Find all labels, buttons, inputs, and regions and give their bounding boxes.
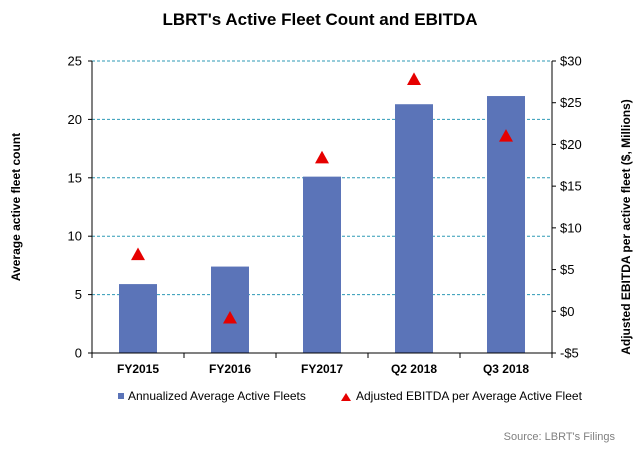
axes	[91, 61, 553, 358]
category-label: Q2 2018	[391, 362, 437, 376]
right-tick-label: $10	[560, 220, 582, 235]
legend: Annualized Average Active Fleets Adjuste…	[118, 389, 583, 403]
right-axis-ticks: -$5 $0 $5 $10 $15 $20 $25 $30	[552, 54, 582, 361]
bar	[395, 104, 433, 353]
legend-triangle-icon	[341, 393, 351, 401]
right-axis-title: Adjusted EBITDA per active fleet ($, Mil…	[619, 99, 633, 355]
triangle-marker	[407, 72, 421, 85]
category-label: FY2015	[117, 362, 159, 376]
right-tick-label: $25	[560, 95, 582, 110]
legend-triangle-label: Adjusted EBITDA per Average Active Fleet	[356, 389, 583, 403]
right-tick-label: $20	[560, 137, 582, 152]
bar	[211, 266, 249, 353]
right-tick-label: $15	[560, 179, 582, 194]
left-tick-label: 0	[75, 346, 82, 361]
bar	[303, 176, 341, 353]
category-label: FY2016	[209, 362, 251, 376]
left-tick-label: 5	[75, 287, 82, 302]
left-axis-title: Average active fleet count	[9, 133, 23, 281]
left-axis-ticks: 0 5 10 15 20 25	[68, 54, 92, 361]
source-note: Source: LBRT's Filings	[504, 431, 616, 443]
right-tick-label: $5	[560, 262, 574, 277]
left-tick-label: 25	[68, 54, 82, 69]
right-tick-label: -$5	[560, 346, 579, 361]
triangle-marker	[499, 129, 513, 142]
chart-title: LBRT's Active Fleet Count and EBITDA	[162, 10, 477, 29]
category-label: FY2017	[301, 362, 343, 376]
triangle-markers	[131, 72, 513, 324]
bar	[119, 284, 157, 353]
bars	[119, 96, 525, 353]
right-tick-label: $0	[560, 304, 574, 319]
category-label: Q3 2018	[483, 362, 529, 376]
triangle-marker	[131, 247, 145, 261]
triangle-marker	[223, 310, 237, 324]
left-tick-label: 10	[68, 229, 82, 244]
category-labels: FY2015 FY2016 FY2017 Q2 2018 Q3 2018	[117, 362, 529, 376]
right-tick-label: $30	[560, 54, 582, 69]
triangle-marker	[315, 150, 329, 164]
legend-bar-swatch	[118, 393, 124, 399]
left-tick-label: 20	[68, 112, 82, 127]
left-tick-label: 15	[68, 170, 82, 185]
legend-bar-label: Annualized Average Active Fleets	[128, 389, 306, 403]
